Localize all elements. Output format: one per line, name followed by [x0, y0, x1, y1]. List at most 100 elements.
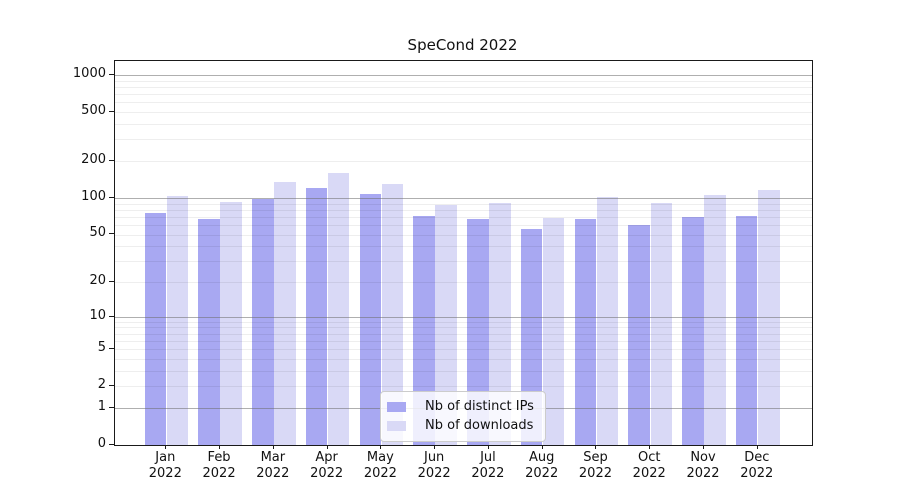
bar-downloads-mar — [274, 181, 296, 445]
bar-distinct-ips-mar — [252, 198, 274, 445]
y-tick-mark — [109, 74, 114, 76]
y-tick-mark — [109, 444, 114, 445]
y-tick-mark — [109, 233, 114, 235]
y-tick-mark — [109, 196, 114, 198]
bar-distinct-ips-nov — [682, 216, 704, 445]
x-tick-mark — [165, 445, 167, 449]
x-tick-mark — [272, 445, 274, 449]
y-tick-mark — [109, 280, 114, 282]
x-tick-label: Mar 2022 — [256, 450, 290, 481]
plot-area — [114, 60, 813, 446]
bar-distinct-ips-oct — [628, 224, 650, 445]
bar-distinct-ips-jan — [144, 213, 166, 445]
x-tick-label: Oct 2022 — [632, 450, 666, 481]
bar-distinct-ips-dec — [735, 216, 758, 445]
legend-swatch-distinct-ips — [387, 401, 406, 412]
x-tick-label: Jul 2022 — [471, 450, 505, 481]
gridline — [115, 340, 812, 342]
bar-downloads-jun — [435, 204, 457, 445]
gridline — [115, 161, 812, 162]
chart-title: SpeCond 2022 — [407, 36, 518, 54]
y-tick-label: 100 — [81, 188, 106, 204]
y-tick-mark — [109, 160, 114, 162]
x-tick-mark — [703, 445, 704, 449]
gridline — [115, 216, 812, 218]
y-tick-mark — [109, 348, 114, 350]
y-tick-mark — [109, 111, 114, 113]
gridline — [115, 246, 812, 248]
gridline — [115, 80, 812, 82]
legend-label: Nb of downloads — [425, 418, 534, 433]
x-tick-label: Jun 2022 — [417, 450, 451, 481]
y-tick-label: 500 — [81, 103, 106, 119]
gridline — [115, 316, 812, 318]
x-tick-label: Dec 2022 — [740, 450, 774, 481]
y-tick-label: 50 — [89, 225, 106, 241]
y-tick-mark — [109, 406, 114, 408]
gridline — [115, 234, 812, 236]
gridline — [115, 209, 812, 211]
x-tick-mark — [219, 445, 221, 449]
y-tick-label: 20 — [89, 272, 106, 288]
gridline — [115, 327, 812, 329]
y-tick-label: 10 — [89, 307, 106, 323]
bar-distinct-ips-may — [359, 194, 382, 445]
x-tick-label: Nov 2022 — [686, 450, 720, 481]
x-tick-mark — [756, 445, 758, 449]
bar-distinct-ips-feb — [198, 219, 220, 445]
bar-downloads-dec — [758, 190, 780, 445]
bar-downloads-jul — [489, 203, 511, 445]
gridline — [115, 102, 812, 104]
gridline — [115, 94, 812, 96]
y-tick-label: 2 — [97, 377, 106, 393]
x-tick-label: Apr 2022 — [310, 450, 344, 481]
gridline — [115, 386, 812, 388]
x-tick-mark — [434, 445, 436, 449]
bar-downloads-apr — [327, 172, 350, 445]
grid-layer — [115, 61, 812, 445]
bar-distinct-ips-jun — [413, 216, 435, 445]
bar-downloads-jan — [166, 196, 189, 445]
gridline — [115, 321, 812, 323]
y-tick-mark — [109, 315, 114, 317]
x-tick-label: Feb 2022 — [202, 450, 236, 481]
gridline — [115, 370, 812, 372]
y-tick-label: 5 — [97, 340, 106, 356]
gridline — [115, 124, 812, 125]
bar-downloads-may — [381, 183, 404, 445]
bar-downloads-nov — [704, 195, 726, 445]
gridline — [115, 87, 812, 88]
bar-downloads-feb — [220, 202, 242, 445]
gridline — [115, 112, 812, 114]
gridline — [115, 75, 812, 76]
x-tick-mark — [541, 445, 543, 449]
bar-distinct-ips-jul — [467, 219, 489, 445]
x-tick-mark — [595, 445, 597, 449]
gridline — [115, 224, 812, 226]
gridline — [115, 358, 812, 360]
y-tick-label: 1000 — [72, 66, 106, 82]
gridline — [115, 197, 812, 199]
bar-downloads-sep — [596, 196, 619, 445]
x-tick-label: Sep 2022 — [578, 450, 612, 481]
gridline — [115, 203, 812, 205]
y-tick-mark — [109, 385, 114, 387]
x-tick-mark — [380, 445, 382, 449]
bar-downloads-aug — [542, 217, 565, 445]
gridline — [115, 261, 812, 263]
gridline — [115, 349, 812, 351]
bar-distinct-ips-sep — [574, 219, 597, 445]
y-tick-label: 200 — [81, 152, 106, 168]
x-tick-mark — [326, 445, 328, 449]
x-tick-mark — [649, 445, 651, 449]
legend-swatch-downloads — [387, 420, 406, 431]
legend-item-downloads: Nb of downloads — [387, 416, 537, 435]
y-tick-label: 0 — [97, 436, 106, 451]
gridline — [115, 139, 812, 141]
y-tick-label: 1 — [97, 398, 106, 414]
x-tick-label: May 2022 — [363, 450, 397, 481]
legend: Nb of distinct IPs Nb of downloads — [380, 391, 546, 442]
x-tick-label: Aug 2022 — [525, 450, 559, 481]
x-tick-label: Jan 2022 — [148, 450, 182, 481]
